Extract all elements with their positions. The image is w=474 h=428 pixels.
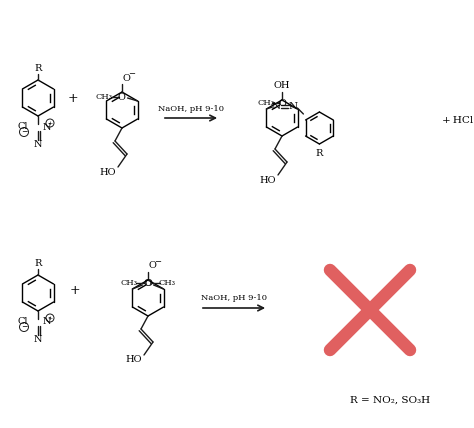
- Text: OH: OH: [274, 80, 290, 89]
- Text: NaOH, pH 9-10: NaOH, pH 9-10: [158, 105, 224, 113]
- Text: +: +: [47, 121, 53, 125]
- Text: O: O: [145, 279, 152, 288]
- Text: Cl: Cl: [18, 122, 28, 131]
- Text: −: −: [128, 70, 136, 78]
- Text: O: O: [144, 279, 152, 288]
- Text: CH₃: CH₃: [159, 279, 176, 287]
- Text: N: N: [43, 122, 52, 131]
- Text: N: N: [289, 101, 298, 110]
- Text: R: R: [34, 259, 42, 268]
- Text: +: +: [68, 92, 78, 104]
- Text: N: N: [43, 318, 52, 327]
- Text: HO: HO: [260, 175, 276, 184]
- Text: R: R: [316, 149, 323, 158]
- Text: O: O: [118, 92, 126, 101]
- Text: +: +: [70, 283, 80, 297]
- Text: HO: HO: [126, 356, 142, 365]
- Text: N: N: [272, 101, 281, 110]
- Text: Cl: Cl: [18, 316, 28, 326]
- Text: + HCl: + HCl: [442, 116, 474, 125]
- Text: N: N: [34, 140, 42, 149]
- Text: −: −: [21, 128, 27, 136]
- Text: O: O: [122, 74, 130, 83]
- Text: HO: HO: [100, 167, 116, 176]
- Text: −: −: [155, 258, 162, 266]
- Text: R: R: [34, 63, 42, 72]
- Text: R = NO₂, SO₃H: R = NO₂, SO₃H: [350, 395, 430, 404]
- Text: O: O: [148, 262, 156, 270]
- Text: CH₃: CH₃: [95, 93, 112, 101]
- Text: O: O: [279, 98, 286, 107]
- Text: CH₃: CH₃: [257, 99, 274, 107]
- Text: N: N: [34, 335, 42, 344]
- Text: +: +: [47, 315, 53, 321]
- Text: −: −: [21, 323, 27, 331]
- Text: CH₃: CH₃: [120, 279, 137, 287]
- Text: NaOH, pH 9-10: NaOH, pH 9-10: [201, 294, 267, 302]
